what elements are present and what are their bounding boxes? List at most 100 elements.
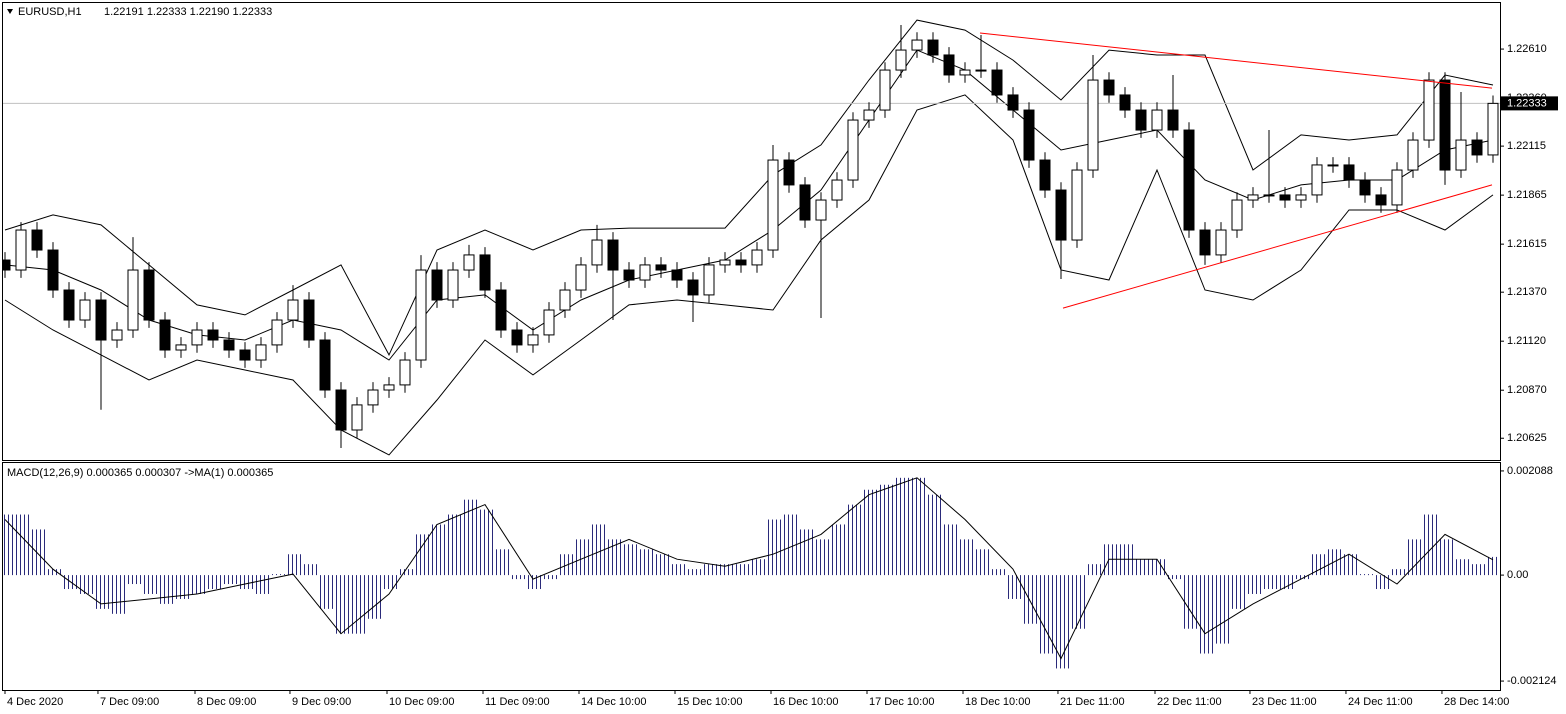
- signal-line: [4, 477, 1494, 660]
- y-tick-label: 1.20625: [1507, 432, 1547, 444]
- macd-bar: [269, 574, 285, 576]
- macd-bar: [1437, 539, 1453, 576]
- macd-bar: [525, 575, 541, 590]
- macd-bar: [381, 575, 397, 590]
- macd-panel: [2, 462, 1501, 691]
- y-tick-label: 1.21120: [1507, 335, 1546, 347]
- x-tick-label: 4 Dec 2020: [7, 696, 63, 708]
- macd-bar: [621, 544, 637, 576]
- macd-bar: [109, 575, 125, 614]
- macd-bar: [557, 554, 573, 576]
- candle-body: [1343, 164, 1355, 181]
- macd-bar: [237, 575, 253, 590]
- candle-body: [1103, 79, 1115, 96]
- macd-bar: [445, 514, 461, 576]
- y-tick-label: 1.22115: [1507, 140, 1546, 152]
- candle-body: [1183, 129, 1195, 231]
- candle-body: [431, 269, 443, 301]
- macd-bar: [637, 549, 653, 576]
- candle-body: [399, 359, 411, 386]
- x-tick-label: 21 Dec 11:00: [1060, 696, 1125, 708]
- x-tick-label: 10 Dec 09:00: [389, 696, 454, 708]
- candle-body: [511, 329, 523, 346]
- candle-body: [367, 389, 379, 406]
- candle-body: [95, 299, 107, 341]
- candle-body: [335, 389, 347, 431]
- candle-body: [751, 249, 763, 266]
- macd-bar: [909, 477, 925, 576]
- candle-body: [975, 69, 987, 72]
- candle-body: [447, 269, 459, 301]
- macd-bar: [589, 524, 605, 576]
- x-tick-label: 28 Dec 14:00: [1444, 696, 1509, 708]
- macd-bar: [1293, 575, 1309, 580]
- macd-bar: [61, 575, 77, 590]
- macd-bar: [1069, 575, 1085, 629]
- band-middle: [4, 49, 1494, 361]
- macd-bar: [1213, 575, 1229, 644]
- candle-body: [319, 339, 331, 391]
- candle-body: [1487, 102, 1499, 156]
- candle-body: [655, 264, 667, 271]
- macd-bar: [1421, 514, 1437, 576]
- candle-body: [1423, 79, 1435, 141]
- y-tick-label: 1.21615: [1507, 238, 1547, 250]
- candle-body: [1039, 159, 1051, 191]
- x-tick-label: 15 Dec 10:00: [677, 696, 742, 708]
- macd-bar: [973, 549, 989, 576]
- candle-body: [127, 269, 139, 331]
- candle-body: [767, 159, 779, 251]
- macd-bar: [1469, 564, 1485, 576]
- macd-bar: [317, 575, 333, 609]
- candle-body: [607, 239, 619, 271]
- macd-bar: [653, 554, 669, 576]
- macd-bar: [1485, 556, 1500, 576]
- candle-body: [1455, 139, 1467, 171]
- macd-bar: [365, 575, 381, 619]
- candle-body: [543, 309, 555, 336]
- macd-bar: [1037, 575, 1053, 654]
- candle-body: [207, 329, 219, 341]
- macd-bar: [157, 575, 173, 604]
- macd-bar: [781, 514, 797, 576]
- y-tick-label: 1.20870: [1507, 384, 1547, 396]
- candle-body: [783, 159, 795, 186]
- candle-body: [1471, 139, 1483, 156]
- candle-body: [719, 259, 731, 266]
- macd-bar: [1261, 575, 1277, 590]
- candle-body: [1007, 94, 1019, 111]
- candle-body: [1359, 179, 1371, 196]
- macd-bar: [1085, 564, 1101, 576]
- candle-body: [1247, 194, 1259, 201]
- macd-bar: [13, 514, 29, 576]
- macd-bar: [413, 534, 429, 576]
- macd-bar: [573, 539, 589, 576]
- macd-bar: [461, 499, 477, 576]
- macd-bar: [765, 519, 781, 576]
- y-tick-label: 1.21865: [1507, 189, 1547, 201]
- macd-bar: [1373, 575, 1389, 590]
- candle-body: [943, 54, 955, 76]
- macd-bar: [45, 569, 61, 576]
- macd-bar: [1005, 575, 1021, 599]
- candle-body: [15, 229, 27, 271]
- macd-bar: [989, 569, 1005, 576]
- x-tick-label: 14 Dec 10:00: [581, 696, 646, 708]
- x-tick-label: 11 Dec 09:00: [485, 696, 550, 708]
- macd-bar: [1149, 559, 1165, 576]
- macd-bar: [205, 575, 221, 590]
- macd-bar: [253, 575, 269, 594]
- menu-arrow[interactable]: [7, 9, 13, 14]
- candle-body: [63, 289, 75, 321]
- candle-body: [287, 299, 299, 321]
- macd-bar: [1405, 539, 1421, 576]
- macd-bar: [77, 575, 93, 594]
- macd-bar: [877, 484, 893, 576]
- macd-bar: [477, 509, 493, 576]
- macd-bar: [605, 539, 621, 576]
- macd-bar: [941, 524, 957, 576]
- macd-bar: [1341, 554, 1357, 576]
- y-tick-label: 1.22610: [1507, 43, 1547, 55]
- macd-bar: [701, 564, 717, 576]
